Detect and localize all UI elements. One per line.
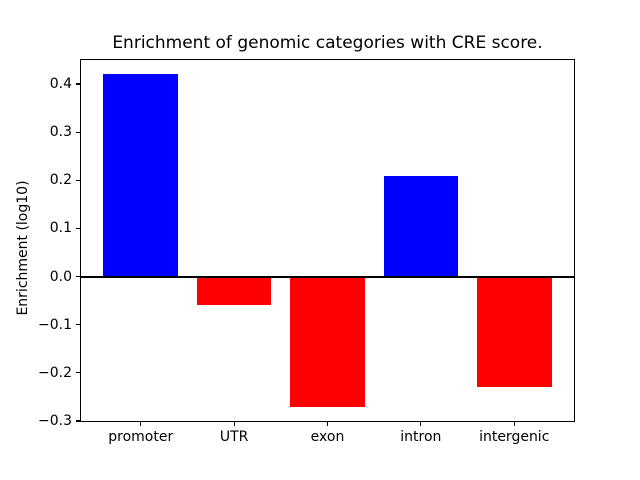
y-tick-mark — [76, 324, 80, 326]
y-tick-mark — [76, 179, 80, 181]
y-tick-label: 0.0 — [49, 268, 72, 285]
bar-intergenic — [476, 276, 552, 388]
x-tick-mark — [233, 422, 235, 426]
x-tick-mark — [420, 422, 422, 426]
x-tick-mark — [140, 422, 142, 426]
y-tick-mark — [76, 372, 80, 374]
y-tick-mark — [76, 276, 80, 278]
x-tick-label-promoter: promoter — [108, 429, 174, 445]
bar-intron — [383, 175, 459, 277]
plot-area: 0.4 0.3 0.2 0.1 0.0 −0.1 −0.2 −0.3 promoter UTR ex… — [38, 59, 575, 445]
y-tick-mark — [76, 83, 80, 85]
bar-exon — [290, 276, 365, 407]
x-tick-label-UTR: UTR — [219, 429, 249, 445]
y-tick-label: 0.4 — [49, 76, 72, 93]
y-axis-label: Enrichment (log10) — [15, 180, 31, 316]
bar-UTR — [196, 276, 272, 306]
x-tick-label-intergenic: intergenic — [479, 429, 550, 445]
chart-title: Enrichment of genomic categories with CR… — [112, 33, 543, 53]
x-tick-mark — [513, 422, 515, 426]
y-tick-label: −0.2 — [38, 364, 72, 381]
y-tick-label: −0.3 — [38, 413, 72, 429]
y-tick-label: 0.3 — [49, 124, 72, 141]
x-tick-label-intron: intron — [400, 429, 442, 445]
x-tick-label-exon: exon — [310, 429, 345, 445]
y-tick-mark — [76, 131, 80, 133]
y-tick-mark — [76, 420, 80, 422]
y-tick-label: 0.1 — [49, 220, 72, 237]
y-tick-label: 0.2 — [49, 172, 72, 189]
y-tick-mark — [76, 227, 80, 230]
zero-line — [80, 275, 575, 278]
bar-promoter — [103, 74, 179, 277]
y-tick-label: −0.1 — [38, 316, 72, 333]
x-tick-mark — [326, 422, 329, 426]
